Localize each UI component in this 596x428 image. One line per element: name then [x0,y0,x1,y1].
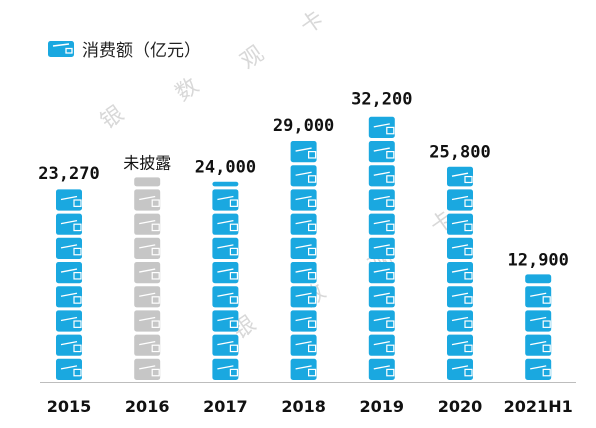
bar [212,181,239,380]
wallet-mark [134,334,161,356]
wallet-mark [56,213,82,235]
wallet-mark [447,310,473,332]
x-tick-label: 2021H1 [504,397,573,416]
x-tick-label: 2018 [281,397,326,416]
wallet-mark [290,262,317,284]
wallet-mark [525,334,552,356]
wallet-mark [212,189,239,211]
wallet-mark [290,165,317,187]
wallet-mark [447,237,473,259]
wallet-mark [56,262,82,284]
x-tick-label: 2020 [438,397,483,416]
x-tick-label: 2017 [203,397,248,416]
wallet-mark [368,262,395,284]
legend: 消费额（亿元） [48,36,201,61]
wallet-mark [368,189,395,211]
x-tick-label: 2016 [125,397,170,416]
bar [368,116,395,380]
wallet-mark [212,310,239,332]
wallet-mark [290,334,317,356]
wallet-mark [368,141,395,163]
wallet-mark [134,189,161,211]
wallet-mark [525,274,552,284]
wallet-mark [525,286,552,308]
wallet-mark [134,177,161,187]
bar-undisclosed [134,177,161,380]
wallet-mark [447,286,473,308]
x-tick-label: 2019 [360,397,405,416]
wallet-mark [447,334,473,356]
wallet-mark [56,334,82,356]
wallet-mark [447,166,473,187]
data-label: 未披露 [123,153,171,172]
wallet-mark [368,334,395,356]
wallet-mark [447,189,473,211]
wallet-mark [212,262,239,284]
wallet-mark [212,213,239,235]
wallet-mark [290,237,317,259]
wallet-mark [56,237,82,259]
data-label: 12,900 [507,250,568,270]
wallet-mark [212,334,239,356]
wallet-mark [290,310,317,332]
wallet-mark [368,213,395,235]
wallet-mark [134,310,161,332]
bar [525,274,552,380]
bar [290,141,317,380]
wallet-mark [290,358,317,380]
wallet-mark [56,310,82,332]
wallet-mark [290,286,317,308]
wallet-mark [290,141,317,163]
bar [56,189,82,380]
wallet-mark [134,262,161,284]
wallet-mark [212,181,239,187]
wallet-mark [56,358,82,380]
wallet-mark [212,286,239,308]
wallet-mark [134,213,161,235]
wallet-icon [48,40,74,57]
wallet-mark [368,310,395,332]
wallet-mark [290,213,317,235]
wallet-mark [212,358,239,380]
wallet-mark [525,358,552,380]
wallet-mark [368,237,395,259]
wallet-mark [134,286,161,308]
wallet-mark [368,358,395,380]
wallet-mark [447,213,473,235]
wallet-mark [56,286,82,308]
wallet-mark [447,262,473,284]
wallet-mark [134,237,161,259]
wallet-mark [212,237,239,259]
bar [447,166,473,380]
wallet-mark [368,286,395,308]
x-tick-label: 2015 [47,397,92,416]
wallet-mark [290,189,317,211]
data-label: 32,200 [351,89,412,109]
data-label: 24,000 [195,158,256,178]
data-label: 29,000 [273,116,334,136]
wallet-mark [368,116,395,138]
legend-label: 消费额（亿元） [82,41,201,61]
wallet-mark [56,189,82,211]
wallet-mark [525,310,552,332]
data-label: 25,800 [429,143,490,163]
wallet-mark [134,358,161,380]
wallet-mark [368,165,395,187]
wallet-mark [447,358,473,380]
data-label: 23,270 [38,164,99,184]
